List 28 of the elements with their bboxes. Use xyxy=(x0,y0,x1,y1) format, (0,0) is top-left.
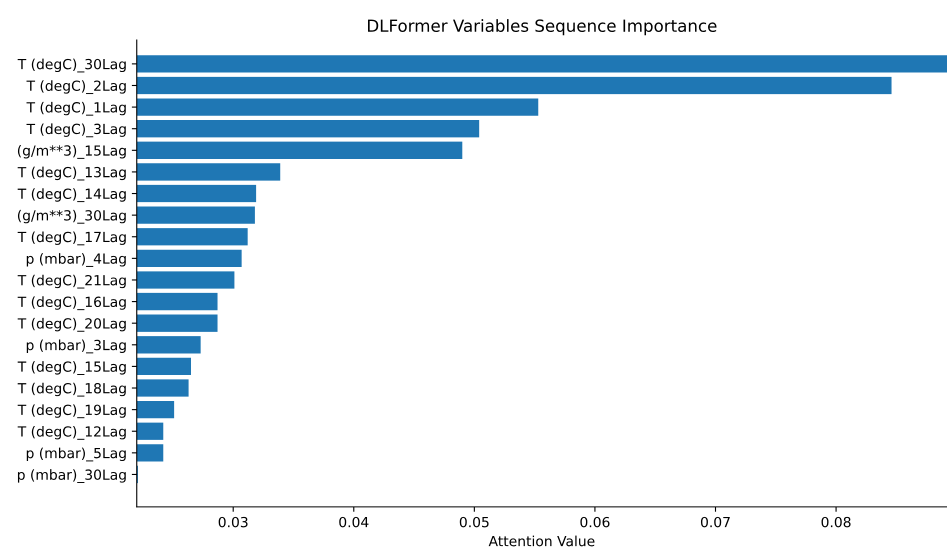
y-tick-label: (g/m**3)_15Lag xyxy=(18,145,126,159)
y-tick-label: T (degC)_18Lag xyxy=(18,382,126,397)
y-tick-label: T (degC)_20Lag xyxy=(18,318,126,332)
y-tick-label: T (degC)_14Lag xyxy=(18,188,126,202)
x-tick-label: 0.08 xyxy=(822,516,851,528)
x-tick-label: 0.03 xyxy=(218,516,248,528)
y-tick-label: T (degC)_12Lag xyxy=(18,426,126,440)
y-tick-label: p (mbar)_4Lag xyxy=(26,253,126,267)
y-tick-label: p (mbar)_5Lag xyxy=(26,448,126,462)
y-tick-label: T (degC)_17Lag xyxy=(18,231,126,246)
y-tick-label: T (degC)_21Lag xyxy=(18,274,126,289)
x-tick-label: 0.06 xyxy=(580,516,610,528)
chart-title: DLFormer Variables Sequence Importance xyxy=(368,19,716,36)
x-tick-label: 0.07 xyxy=(700,516,730,528)
y-tick-label: T (degC)_1Lag xyxy=(26,102,126,116)
y-tick-label: T (degC)_16Lag xyxy=(18,296,126,310)
y-tick-label: T (degC)_13Lag xyxy=(18,166,126,180)
x-tick-label: 0.05 xyxy=(460,516,489,528)
y-tick-label: T (degC)_19Lag xyxy=(18,404,126,418)
y-tick-label: T (degC)_3Lag xyxy=(26,123,126,138)
y-tick-label: T (degC)_30Lag xyxy=(18,58,126,72)
y-tick-label: (g/m**3)_30Lag xyxy=(18,210,126,224)
y-tick-label: p (mbar)_3Lag xyxy=(26,340,126,354)
y-tick-label: p (mbar)_30Lag xyxy=(18,469,126,484)
x-axis-title: Attention Value xyxy=(488,536,594,546)
x-tick-label: 0.04 xyxy=(339,516,368,528)
y-tick-label: T (degC)_15Lag xyxy=(18,361,126,375)
y-tick-label: T (degC)_2Lag xyxy=(26,80,126,94)
